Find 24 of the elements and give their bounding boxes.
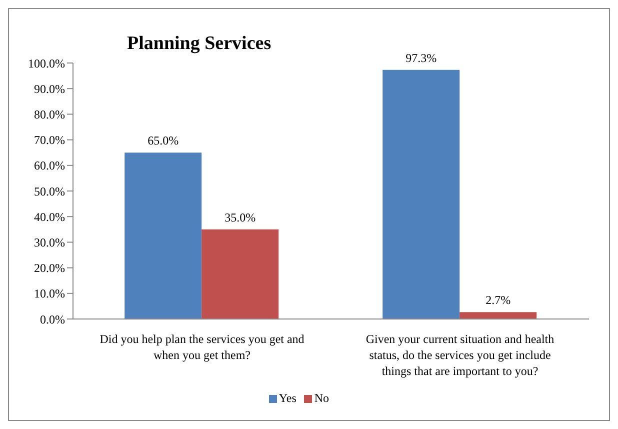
bar [460,312,537,319]
y-tick-label: 80.0% [34,107,65,122]
legend-label: No [314,391,330,406]
y-tick-label: 10.0% [34,286,65,301]
bar [202,229,279,319]
data-label: 35.0% [224,210,256,224]
y-tick-label: 30.0% [34,235,65,250]
data-label: 65.0% [148,134,179,148]
y-tick-label: 90.0% [34,82,65,96]
data-label: 2.7% [486,293,511,308]
bar [382,70,460,319]
legend-label: Yes [278,391,296,406]
bar [124,152,202,319]
chart-title: Planning Services [127,33,272,55]
y-tick-label: 40.0% [34,210,65,224]
data-label: 97.3% [406,50,437,65]
x-tick-label: Did you help plan the services you get and when you get them? [100,332,304,362]
y-tick-label: 60.0% [34,158,65,173]
y-tick-label: 70.0% [34,133,65,148]
y-tick-label: 20.0% [34,261,65,276]
y-tick-label: 50.0% [34,184,65,198]
y-tick-label: 0.0% [40,312,65,326]
x-tick-label: Given your current situation and health status, do the services you get include things that are important to you? [366,332,554,378]
y-tick-label: 100.0% [28,56,65,70]
